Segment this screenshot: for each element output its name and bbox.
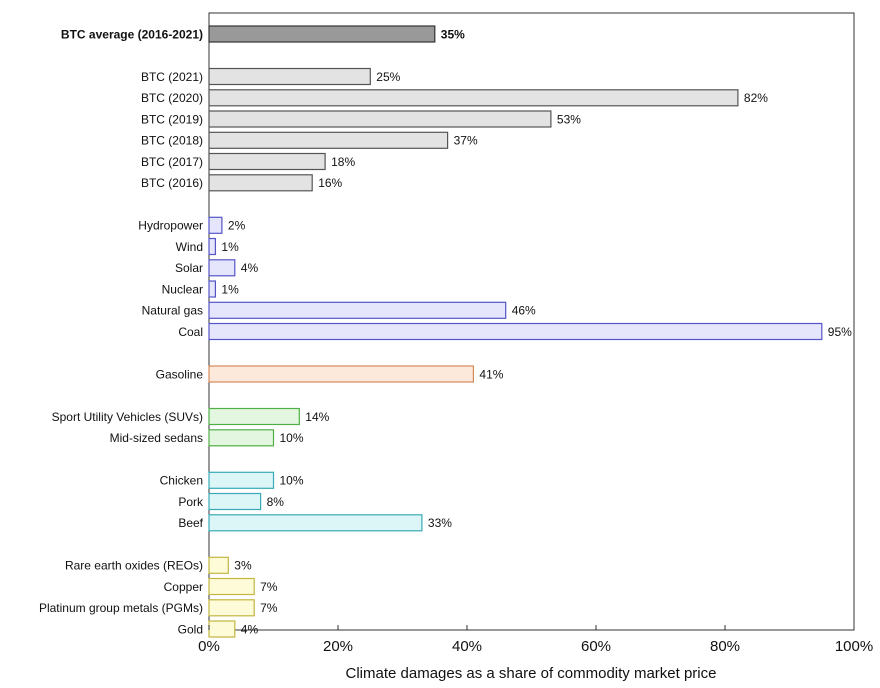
category-label-solar: Solar (175, 261, 203, 275)
value-label-btc-2016: 16% (318, 176, 342, 190)
bar-coal (208, 322, 823, 341)
x-tick-label: 60% (581, 638, 611, 655)
value-label-copper: 7% (260, 580, 278, 594)
bar-platinum-group-metals-pgms (208, 599, 255, 617)
category-label-gold: Gold (178, 622, 203, 636)
bars-layer (208, 25, 823, 638)
bar-btc-2019 (208, 110, 552, 128)
bar-natural-gas (208, 301, 507, 319)
bar-btc-2018 (208, 131, 449, 149)
bar-hydropower (208, 216, 223, 234)
value-label-btc-2017: 18% (331, 155, 355, 169)
category-label-mid-sized-sedans: Mid-sized sedans (110, 431, 203, 445)
value-label-btc-average-2016-2021: 35% (441, 27, 465, 41)
value-label-btc-2018: 37% (454, 134, 478, 148)
value-label-beef: 33% (428, 516, 452, 530)
value-label-rare-earth-oxides-reos: 3% (234, 559, 252, 573)
category-label-beef: Beef (178, 516, 203, 530)
x-tick-label: 20% (323, 638, 353, 655)
category-label-coal: Coal (178, 325, 203, 339)
bar-pork (208, 492, 262, 511)
value-label-chicken: 10% (280, 474, 304, 488)
value-label-nuclear: 1% (221, 282, 239, 296)
bar-gold (208, 620, 236, 638)
category-label-btc-average-2016-2021: BTC average (2016-2021) (61, 27, 203, 41)
value-label-btc-2020: 82% (744, 91, 768, 105)
x-axis: 0% 20% 40% 60% 80% 100% (198, 625, 873, 655)
value-label-hydropower: 2% (228, 219, 246, 233)
bar-copper (208, 577, 255, 596)
bar-btc-2020 (208, 89, 739, 107)
category-label-wind: Wind (176, 240, 203, 254)
category-label-btc-2019: BTC (2019) (141, 112, 203, 126)
labels-layer: BTC average (2016-2021) 35% BTC (2021) 25% B… (39, 27, 852, 636)
category-label-nuclear: Nuclear (162, 282, 203, 296)
value-label-platinum-group-metals-pgms: 7% (260, 601, 278, 615)
x-tick-label: 40% (452, 638, 482, 655)
bar-nuclear (208, 280, 217, 298)
category-label-btc-2017: BTC (2017) (141, 155, 203, 169)
bar-btc-2017 (208, 152, 326, 171)
category-label-pork: Pork (178, 495, 204, 509)
value-label-btc-2021: 25% (376, 70, 400, 84)
bar-solar (208, 259, 236, 277)
x-tick-label: 80% (710, 638, 740, 655)
category-label-platinum-group-metals-pgms: Platinum group metals (PGMs) (39, 601, 203, 615)
category-label-btc-2020: BTC (2020) (141, 91, 203, 105)
bar-sport-utility-vehicles-suvs (208, 407, 300, 426)
category-label-btc-2018: BTC (2018) (141, 134, 203, 148)
bar-btc-average-2016-2021 (208, 25, 436, 43)
category-label-sport-utility-vehicles-suvs: Sport Utility Vehicles (SUVs) (52, 410, 203, 424)
category-label-hydropower: Hydropower (138, 219, 203, 233)
bar-mid-sized-sedans (208, 429, 275, 447)
category-label-natural-gas: Natural gas (142, 304, 203, 318)
category-label-copper: Copper (164, 580, 203, 594)
value-label-mid-sized-sedans: 10% (280, 431, 304, 445)
value-label-gold: 4% (241, 622, 259, 636)
category-label-btc-2021: BTC (2021) (141, 70, 203, 84)
value-label-solar: 4% (241, 261, 259, 275)
bar-btc-2016 (208, 174, 313, 192)
category-label-btc-2016: BTC (2016) (141, 176, 203, 190)
x-axis-label: Climate damages as a share of commodity … (346, 665, 717, 682)
value-label-coal: 95% (828, 325, 852, 339)
bar-rare-earth-oxides-reos (208, 556, 229, 574)
value-label-wind: 1% (221, 240, 239, 254)
plot-area-frame (208, 12, 855, 631)
bar-btc-2021 (208, 67, 371, 86)
value-label-natural-gas: 46% (512, 304, 536, 318)
value-label-btc-2019: 53% (557, 112, 581, 126)
x-tick-label: 0% (198, 638, 220, 655)
value-label-pork: 8% (267, 495, 285, 509)
bar-wind (208, 237, 217, 256)
category-label-chicken: Chicken (160, 474, 203, 488)
value-label-sport-utility-vehicles-suvs: 14% (305, 410, 329, 424)
value-label-gasoline: 41% (479, 367, 503, 381)
x-tick-label: 100% (835, 638, 873, 655)
category-label-gasoline: Gasoline (156, 367, 204, 381)
bar-chicken (208, 471, 275, 489)
category-label-rare-earth-oxides-reos: Rare earth oxides (REOs) (65, 559, 203, 573)
bar-beef (208, 514, 423, 532)
bar-gasoline (208, 365, 474, 383)
